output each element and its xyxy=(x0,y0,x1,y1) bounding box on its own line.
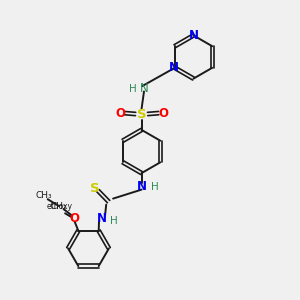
Text: S: S xyxy=(90,182,99,195)
Text: O: O xyxy=(115,106,125,120)
Text: N: N xyxy=(136,179,147,193)
Text: O: O xyxy=(70,212,80,225)
Text: N: N xyxy=(189,29,199,42)
Text: N: N xyxy=(96,212,106,225)
Text: H: H xyxy=(151,182,159,193)
Text: CH₂: CH₂ xyxy=(51,202,68,211)
Text: CH₃: CH₃ xyxy=(36,191,52,200)
Text: H: H xyxy=(110,216,118,226)
Text: N: N xyxy=(140,82,148,95)
Text: H: H xyxy=(129,83,137,94)
Text: S: S xyxy=(137,108,146,121)
Text: N: N xyxy=(169,61,179,74)
Text: ethoxy: ethoxy xyxy=(47,202,73,211)
Text: O: O xyxy=(158,106,168,120)
